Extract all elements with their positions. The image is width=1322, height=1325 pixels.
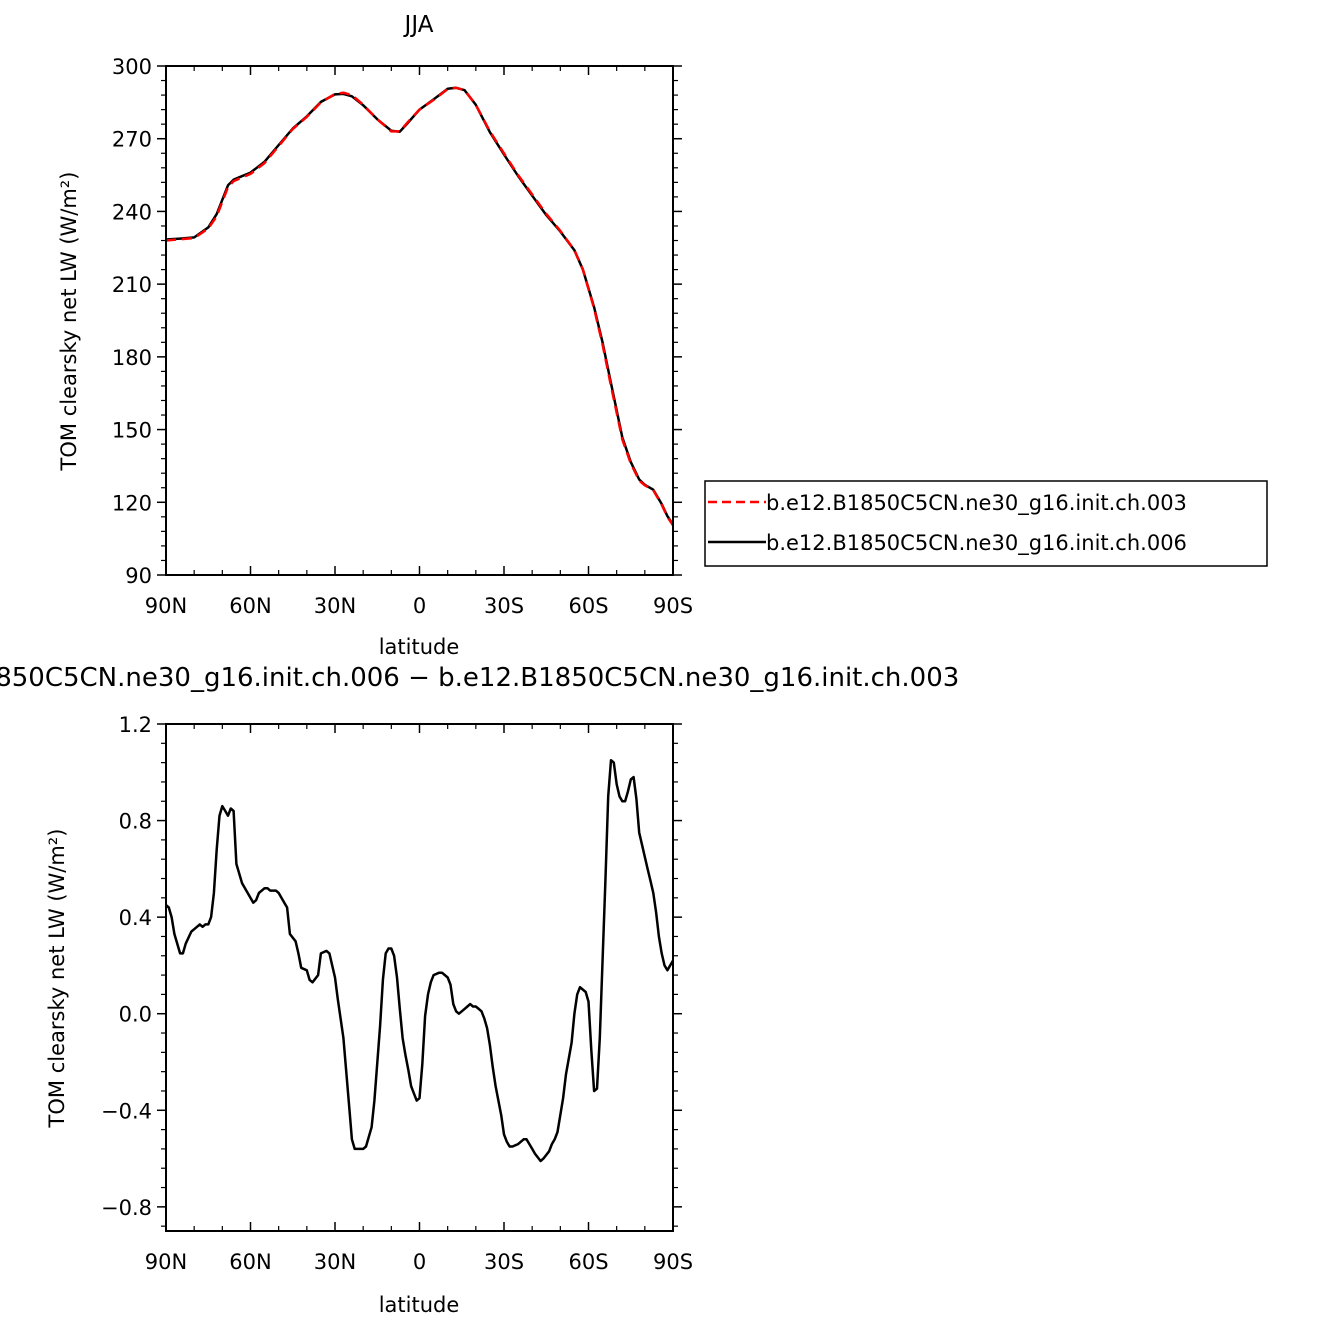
top-x-axis-label: latitude [379,635,460,659]
top-plot-frame [165,65,674,576]
x-tick-label: 30S [484,594,524,618]
x-tick-label: 90S [653,594,693,618]
series-line-1 [165,86,675,526]
x-tick-label: 90S [653,1250,693,1274]
x-tick-label: 0 [413,594,426,618]
y-tick-label: 300 [112,55,152,79]
x-tick-label: 30N [314,594,356,618]
x-tick-label: 30N [314,1250,356,1274]
x-tick-label: 90N [145,1250,187,1274]
y-tick-label: 0.0 [119,1003,152,1027]
legend-box [704,480,1268,567]
top-series [165,86,675,526]
y-tick-label: 270 [112,128,152,152]
bottom-panel: b.e12.B1850C5CN.ne30_g16.init.ch.006 − b… [0,663,959,1317]
x-tick-label: 90N [145,594,187,618]
y-tick-label: 0.4 [119,906,152,930]
legend-label-series-1: b.e12.B1850C5CN.ne30_g16.init.ch.003 [766,491,1187,516]
bottom-ticks [157,723,682,1231]
series-line-1 [165,758,675,1163]
x-tick-label: 30S [484,1250,524,1274]
series-line-2 [165,86,675,526]
y-tick-label: 210 [112,273,152,297]
top-ticks [157,65,682,576]
bottom-x-axis-label: latitude [379,1293,460,1317]
legend: b.e12.B1850C5CN.ne30_g16.init.ch.003 b.e… [704,480,1268,567]
y-tick-label: −0.4 [101,1099,152,1123]
x-tick-label: 60N [229,1250,271,1274]
x-tick-label: 0 [413,1250,426,1274]
bottom-plot-frame [165,723,674,1232]
legend-label-series-2: b.e12.B1850C5CN.ne30_g16.init.ch.006 [766,531,1187,556]
top-y-tick-labels: 90 120 150 180 210 240 270 300 [112,55,152,588]
x-tick-label: 60S [568,594,608,618]
y-tick-label: 0.8 [119,810,152,834]
y-tick-label: 90 [125,564,152,588]
y-tick-label: 240 [112,200,152,224]
top-chart-title: JJA [403,12,434,38]
y-tick-label: −0.8 [101,1196,152,1220]
y-tick-label: 150 [112,419,152,443]
top-x-tick-labels: 90N 60N 30N 0 30S 60S 90S [145,594,693,618]
x-tick-label: 60N [229,594,271,618]
top-y-axis-label: TOM clearsky net LW (W/m²) [57,172,81,472]
bottom-x-tick-labels: 90N 60N 30N 0 30S 60S 90S [145,1250,693,1274]
y-tick-label: 120 [112,491,152,515]
y-tick-label: 180 [112,346,152,370]
bottom-series [165,758,675,1163]
top-panel: JJA 90N 60N 30N 0 30S 60S 90S 90 120 150 180 210 24… [57,12,693,659]
bottom-y-tick-labels: −0.8 −0.4 0.0 0.4 0.8 1.2 [101,713,152,1220]
bottom-chart-title: b.e12.B1850C5CN.ne30_g16.init.ch.006 − b… [0,663,959,693]
x-tick-label: 60S [568,1250,608,1274]
y-tick-label: 1.2 [119,713,152,737]
bottom-y-axis-label: TOM clearsky net LW (W/m²) [45,829,69,1129]
